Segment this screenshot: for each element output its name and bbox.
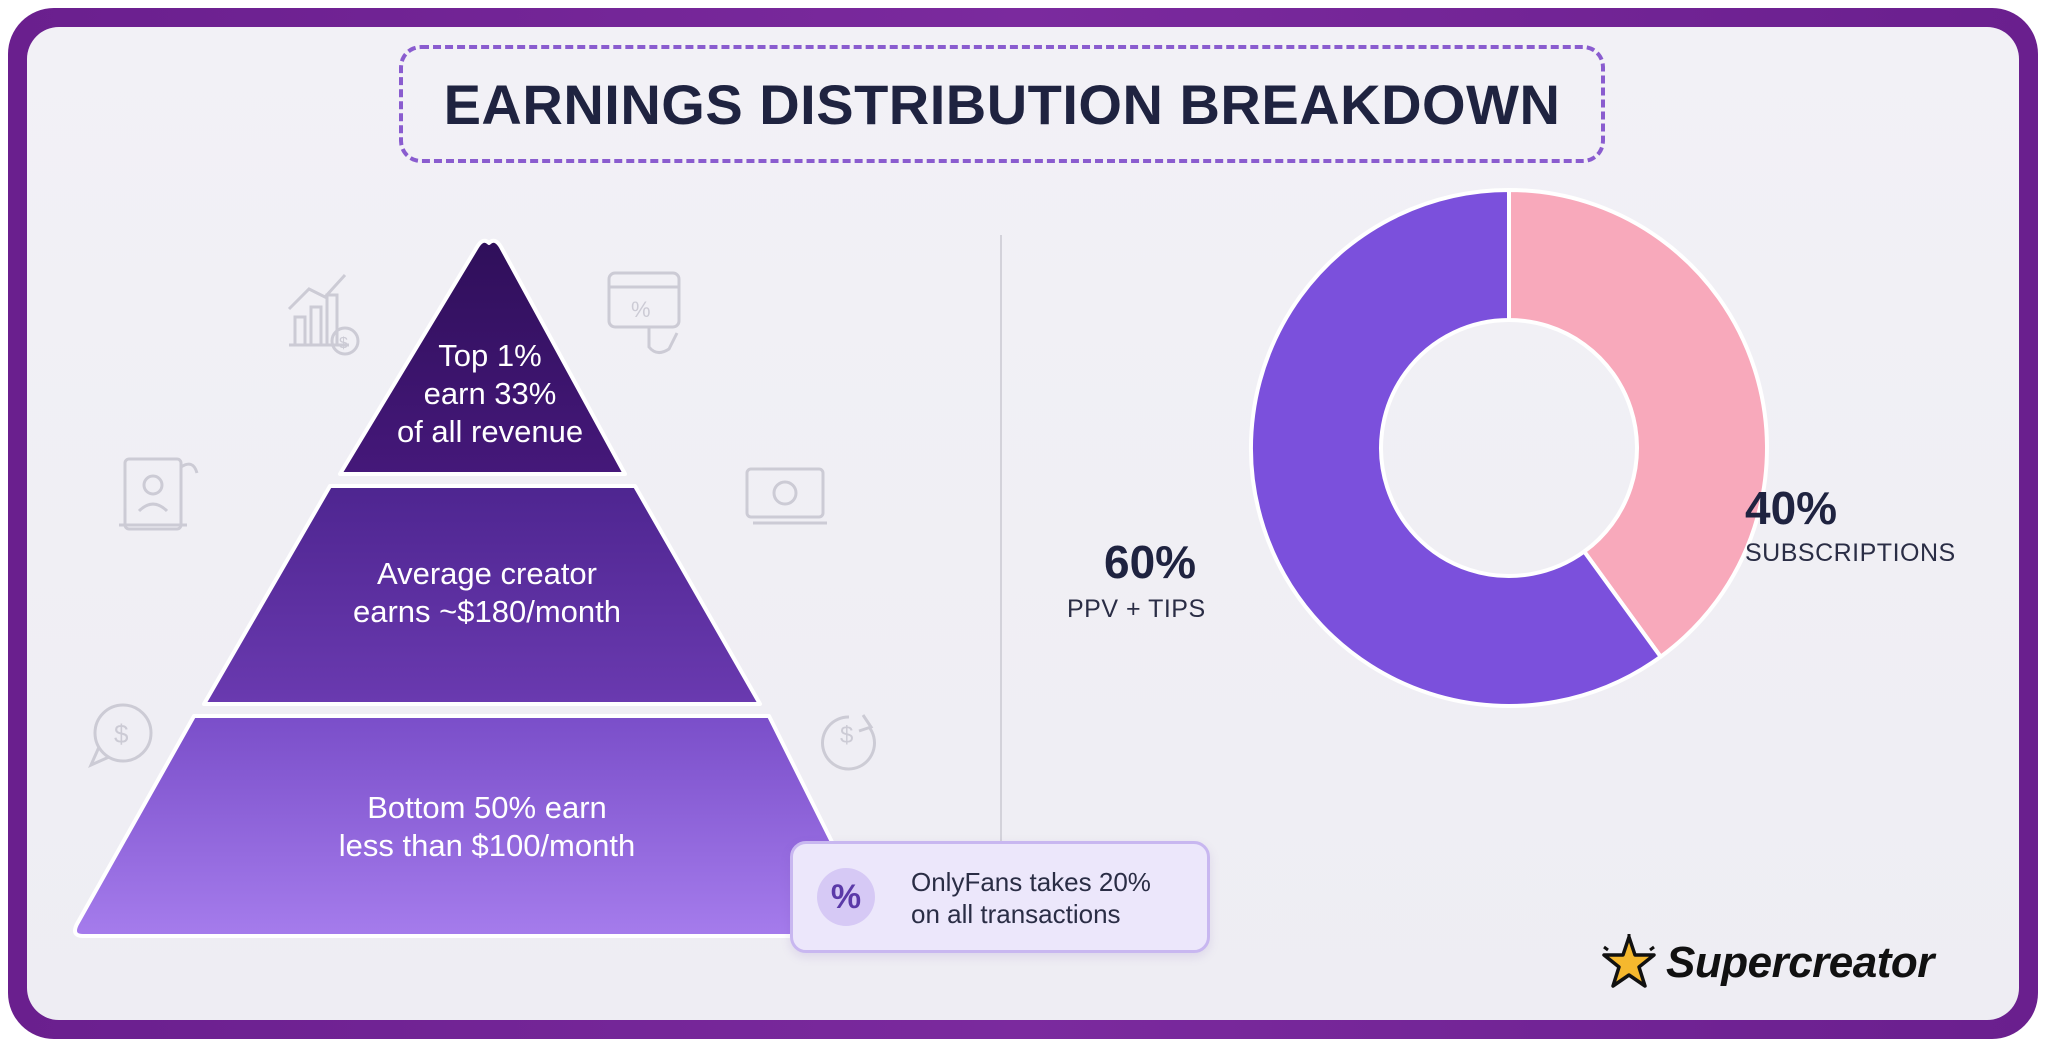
slice-label-ppv: PPV + TIPS [1067,595,1206,623]
percent-icon: % [817,868,875,926]
tier-bottom-line-1: Bottom 50% earn [367,790,607,825]
fee-note-text: OnlyFans takes 20% on all transactions [911,866,1151,930]
tier-top-line-1: Top 1% [438,338,542,373]
tier-label-top: Top 1% earn 33% of all revenue [365,337,615,451]
svg-text:$: $ [114,719,129,749]
section-divider [1000,235,1002,865]
slice-value-ppv: 60% [1104,536,1197,588]
contract-icon [119,457,199,531]
page-title: EARNINGS DISTRIBUTION BREAKDOWN [443,72,1561,136]
slice-label-subscriptions: SUBSCRIPTIONS [1745,539,1956,567]
fee-note-box: % OnlyFans takes 20% on all transactions [790,841,1210,953]
dollar-chat-icon: $ [88,703,153,768]
tier-top-line-2: earn 33% [423,376,557,411]
slice-value-subscriptions: 40% [1745,482,1838,534]
svg-text:$: $ [840,722,853,749]
donut-slice-subscriptions [1507,188,1769,659]
donut-slice-ppv-tips [1249,188,1663,708]
pyramid-tier-top [338,238,627,476]
tier-label-middle: Average creator earns ~$180/month [307,555,667,631]
chart-dollar-icon: $ [287,273,360,356]
brand-logo: Supercreator [1600,933,1934,993]
pyramid-chart: $ % $ [73,238,876,938]
dollar-refresh-icon: $ [821,714,876,771]
percent-glyph: % [830,877,862,916]
title-box: EARNINGS DISTRIBUTION BREAKDOWN [399,45,1605,163]
tier-middle-line-1: Average creator [377,556,597,591]
fee-note-line-1: OnlyFans takes 20% [911,867,1151,897]
tier-bottom-line-2: less than $100/month [338,828,636,863]
fee-note-line-2: on all transactions [911,899,1121,929]
svg-text:%: % [631,297,651,322]
tier-top-line-3: of all revenue [396,414,584,449]
donut-slices [1249,188,1769,708]
tier-label-bottom: Bottom 50% earn less than $100/month [287,789,687,865]
svg-text:$: $ [339,335,348,352]
tier-middle-line-2: earns ~$180/month [353,594,621,629]
star-logo-icon [1602,934,1656,988]
pyramid-tier-middle [202,484,762,706]
cash-icon [745,467,827,525]
infographic-card: EARNINGS DISTRIBUTION BREAKDOWN [27,27,2019,1020]
brand-name: Supercreator [1666,938,1934,987]
browser-percent-icon: % [607,271,681,354]
